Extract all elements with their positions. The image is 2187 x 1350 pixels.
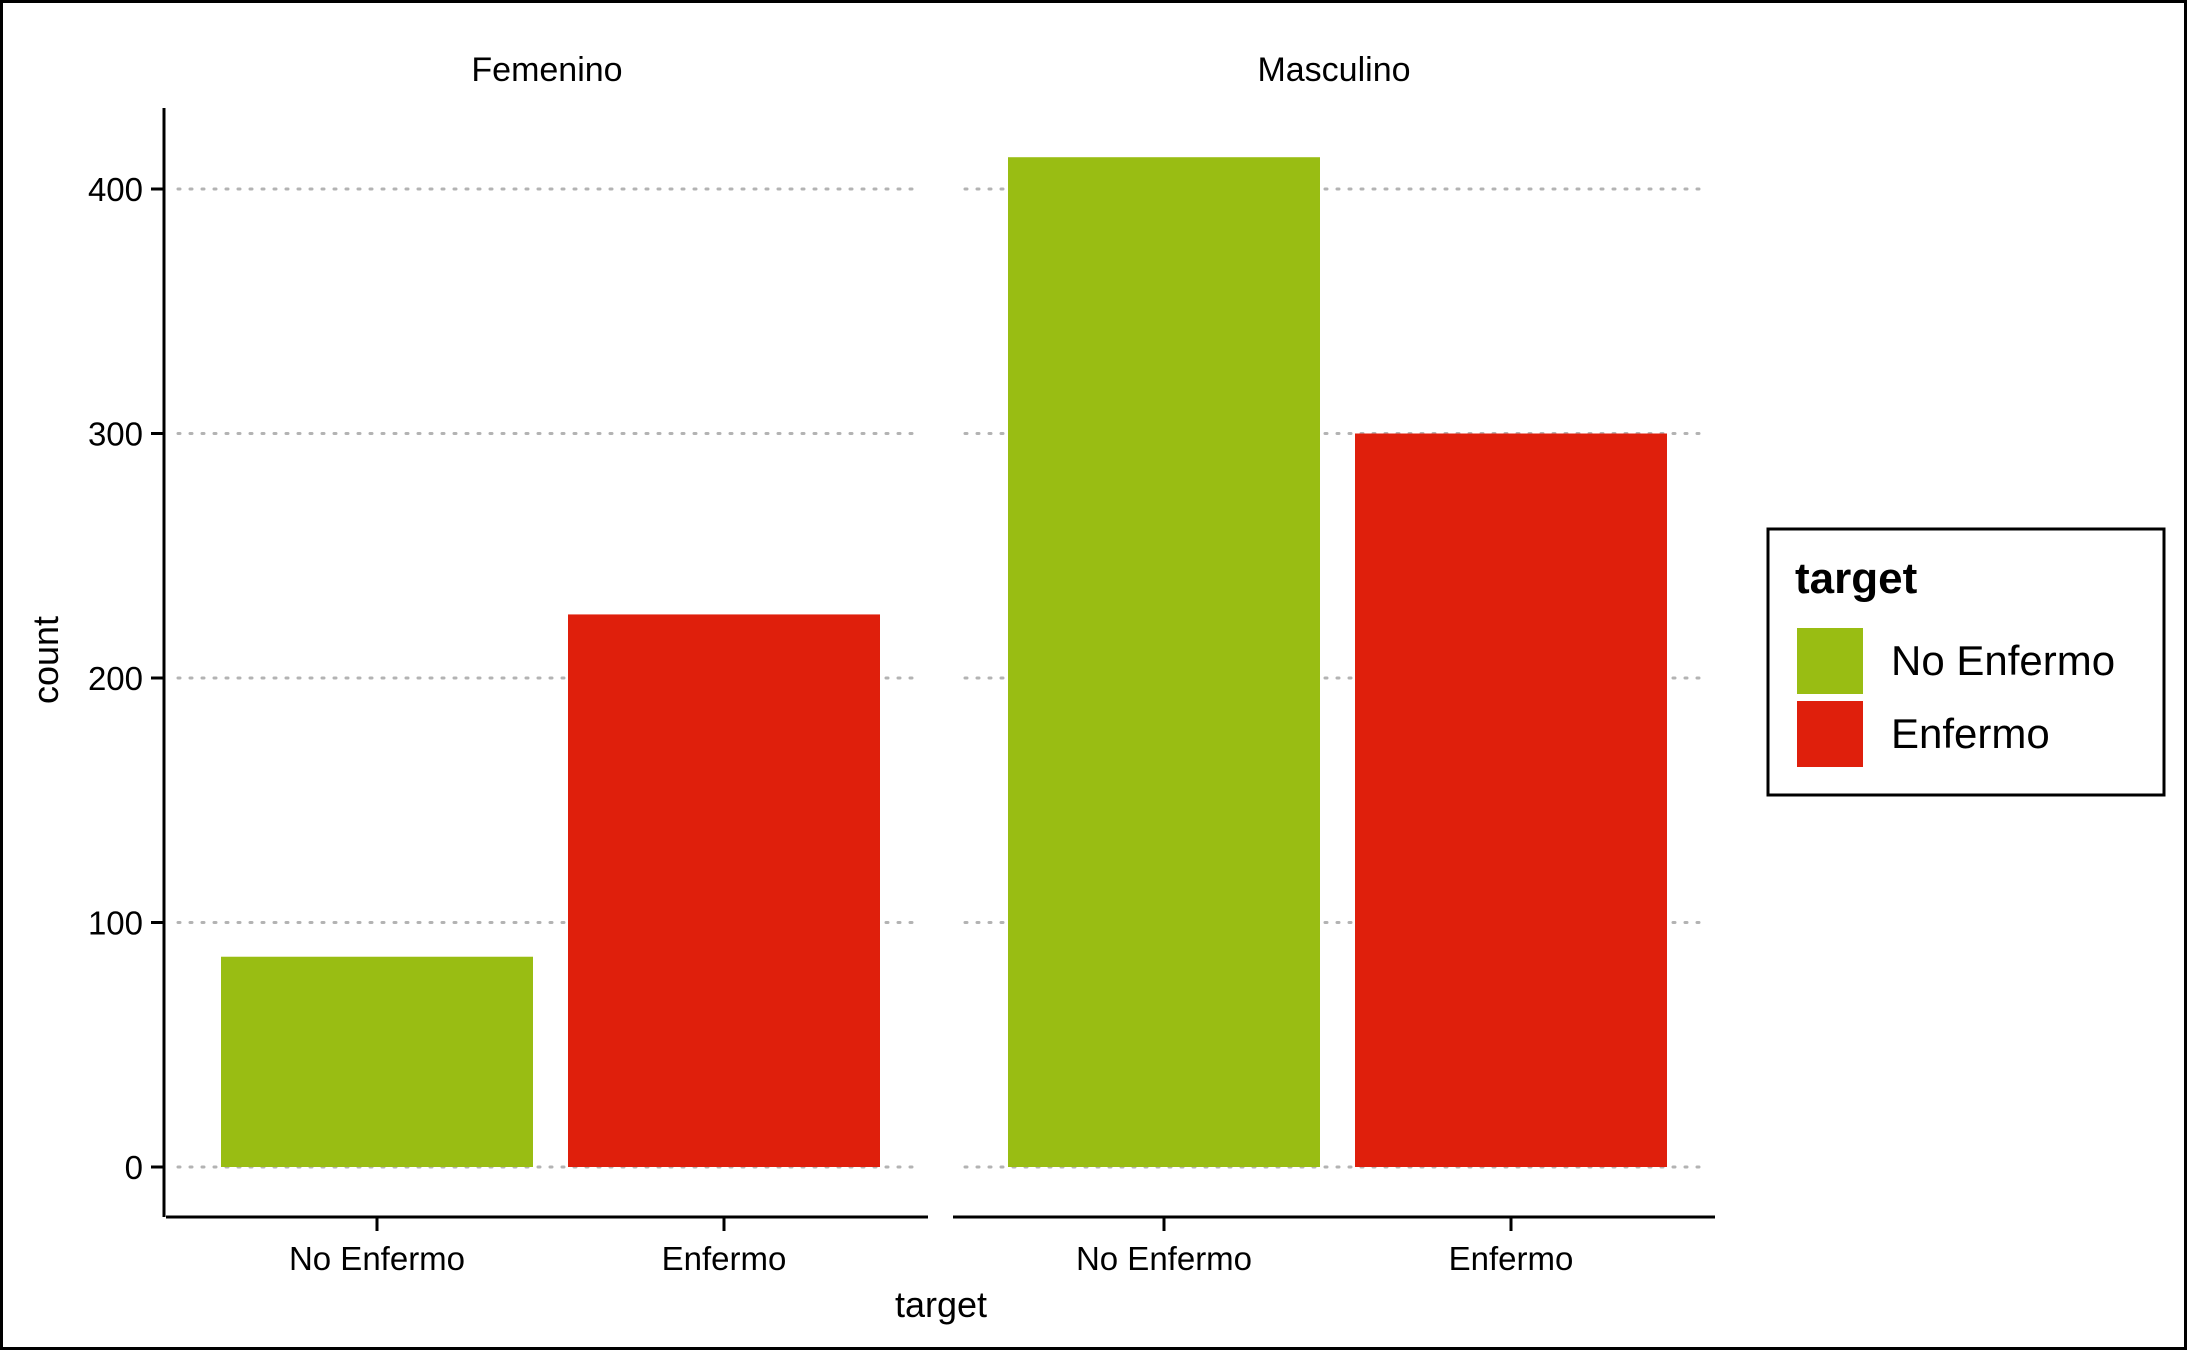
y-tick-label: 0 — [125, 1149, 143, 1186]
bar — [1355, 433, 1667, 1167]
x-tick-label: Enfermo — [1449, 1240, 1574, 1277]
x-tick-label: No Enfermo — [1076, 1240, 1252, 1277]
legend-title: target — [1795, 554, 1918, 603]
facet-strip-label: Masculino — [1257, 51, 1410, 89]
y-tick-label: 300 — [88, 416, 143, 453]
y-tick-label: 100 — [88, 905, 143, 942]
y-axis-title: count — [25, 616, 66, 704]
legend-label: Enfermo — [1891, 710, 2050, 757]
y-tick-label: 200 — [88, 660, 143, 697]
x-tick-label: No Enfermo — [289, 1240, 465, 1277]
legend-key — [1797, 701, 1863, 767]
x-tick-label: Enfermo — [662, 1240, 787, 1277]
chart-svg: 0 100 200 300 400 Femenino No Enfermo Enfermo Ma… — [25, 51, 2166, 1325]
legend-key — [1797, 628, 1863, 694]
facet-strip-label: Femenino — [471, 51, 622, 89]
x-axis-title: target — [895, 1284, 987, 1325]
legend-label: No Enfermo — [1891, 637, 2115, 684]
bar — [568, 614, 880, 1167]
bar — [221, 956, 533, 1167]
bar — [1008, 157, 1320, 1168]
y-tick-label: 400 — [88, 171, 143, 208]
